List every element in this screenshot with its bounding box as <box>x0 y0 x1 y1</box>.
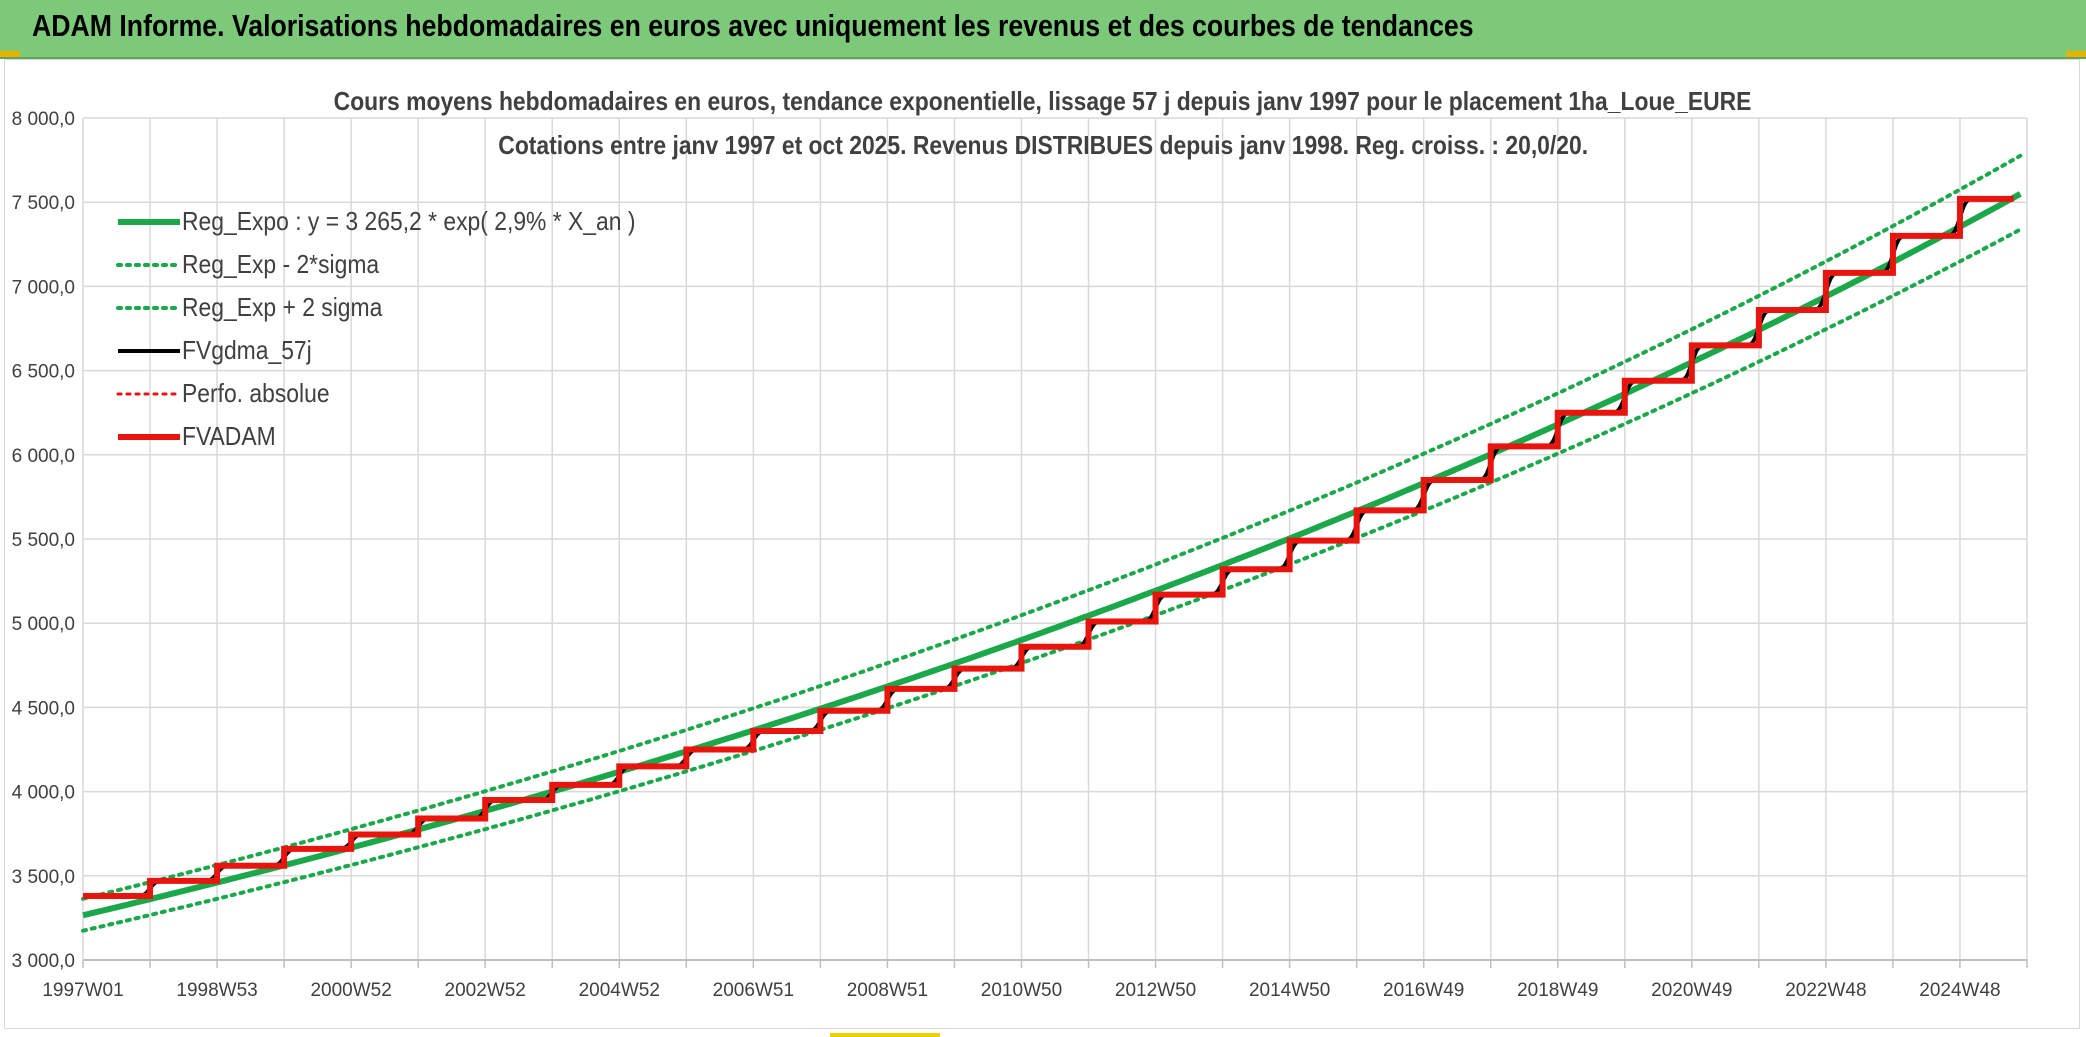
y-tick-label: 7 000,0 <box>12 277 75 298</box>
x-tick-label: 2016W49 <box>1383 980 1464 1001</box>
legend-item: Perfo. absolue <box>116 372 697 415</box>
y-tick-label: 6 000,0 <box>12 446 75 467</box>
y-tick-label: 3 500,0 <box>12 867 75 888</box>
x-tick-label: 2022W48 <box>1785 980 1866 1001</box>
x-tick-label: 2018W49 <box>1517 980 1598 1001</box>
x-tick-label: 2006W51 <box>713 980 794 1001</box>
reg-lower-line <box>81 227 2023 933</box>
fvadam-line <box>83 195 2014 900</box>
legend-item: Reg_Exp + 2 sigma <box>116 286 697 329</box>
legend-label: FVADAM <box>182 421 276 451</box>
legend-label: Reg_Exp - 2*sigma <box>182 249 380 279</box>
x-tick-label: 2002W52 <box>445 980 526 1001</box>
legend-swatch <box>116 259 182 271</box>
x-tick-label: 1997W01 <box>42 980 123 1001</box>
y-tick-label: 6 500,0 <box>12 362 75 383</box>
legend-item: FVADAM <box>116 415 697 458</box>
x-tick-label: 2024W48 <box>1919 980 2000 1001</box>
y-tick-label: 7 500,0 <box>12 193 75 214</box>
corner-mark-right <box>2066 51 2086 57</box>
bottom-accent <box>830 1033 940 1037</box>
legend-item: FVgdma_57j <box>116 329 697 372</box>
chart-title: Cours moyens hebdomadaires en euros, ten… <box>334 86 1752 116</box>
x-tick-label: 2008W51 <box>847 980 928 1001</box>
axis-labels: 3 000,0 3 500,0 4 000,0 4 500,0 5 000,0 5 500… <box>12 109 2001 1001</box>
y-tick-label: 5 500,0 <box>12 530 75 551</box>
legend-swatch <box>116 216 182 228</box>
legend-label: FVgdma_57j <box>182 335 312 365</box>
legend-item: Reg_Exp - 2*sigma <box>116 243 697 286</box>
chart-legend: Reg_Expo : y = 3 265,2 * exp( 2,9% * X_a… <box>116 200 697 458</box>
x-tick-label: 2020W49 <box>1651 980 1732 1001</box>
x-tick-label: 1998W53 <box>176 980 257 1001</box>
chart-frame <box>4 59 2080 1029</box>
y-tick-label: 5 000,0 <box>12 614 75 635</box>
legend-item: Reg_Expo : y = 3 265,2 * exp( 2,9% * X_a… <box>116 200 697 243</box>
x-tick-label: 2004W52 <box>579 980 660 1001</box>
legend-swatch <box>116 345 182 357</box>
x-tick-label: 2014W50 <box>1249 980 1330 1001</box>
page-title: ADAM Informe. Valorisations hebdomadaire… <box>32 8 1474 43</box>
reg-upper-line <box>81 153 2023 901</box>
y-tick-label: 4 000,0 <box>12 783 75 804</box>
legend-label: Reg_Expo : y = 3 265,2 * exp( 2,9% * X_a… <box>182 206 636 236</box>
y-tick-label: 4 500,0 <box>12 698 75 719</box>
y-tick-label: 3 000,0 <box>12 951 75 972</box>
series-group <box>81 153 2023 933</box>
y-tick-label: 8 000,0 <box>12 109 75 130</box>
legend-swatch <box>116 431 182 443</box>
grid <box>82 117 2028 968</box>
legend-swatch <box>116 302 182 314</box>
legend-swatch <box>116 388 182 400</box>
chart-subtitle: Cotations entre janv 1997 et oct 2025. R… <box>498 130 1588 160</box>
x-tick-label: 2010W50 <box>981 980 1062 1001</box>
x-tick-label: 2000W52 <box>310 980 391 1001</box>
header-banner: ADAM Informe. Valorisations hebdomadaire… <box>0 0 2086 59</box>
x-tick-label: 2012W50 <box>1115 980 1196 1001</box>
legend-label: Perfo. absolue <box>182 378 330 408</box>
corner-mark-left <box>0 51 20 57</box>
legend-label: Reg_Exp + 2 sigma <box>182 292 383 322</box>
